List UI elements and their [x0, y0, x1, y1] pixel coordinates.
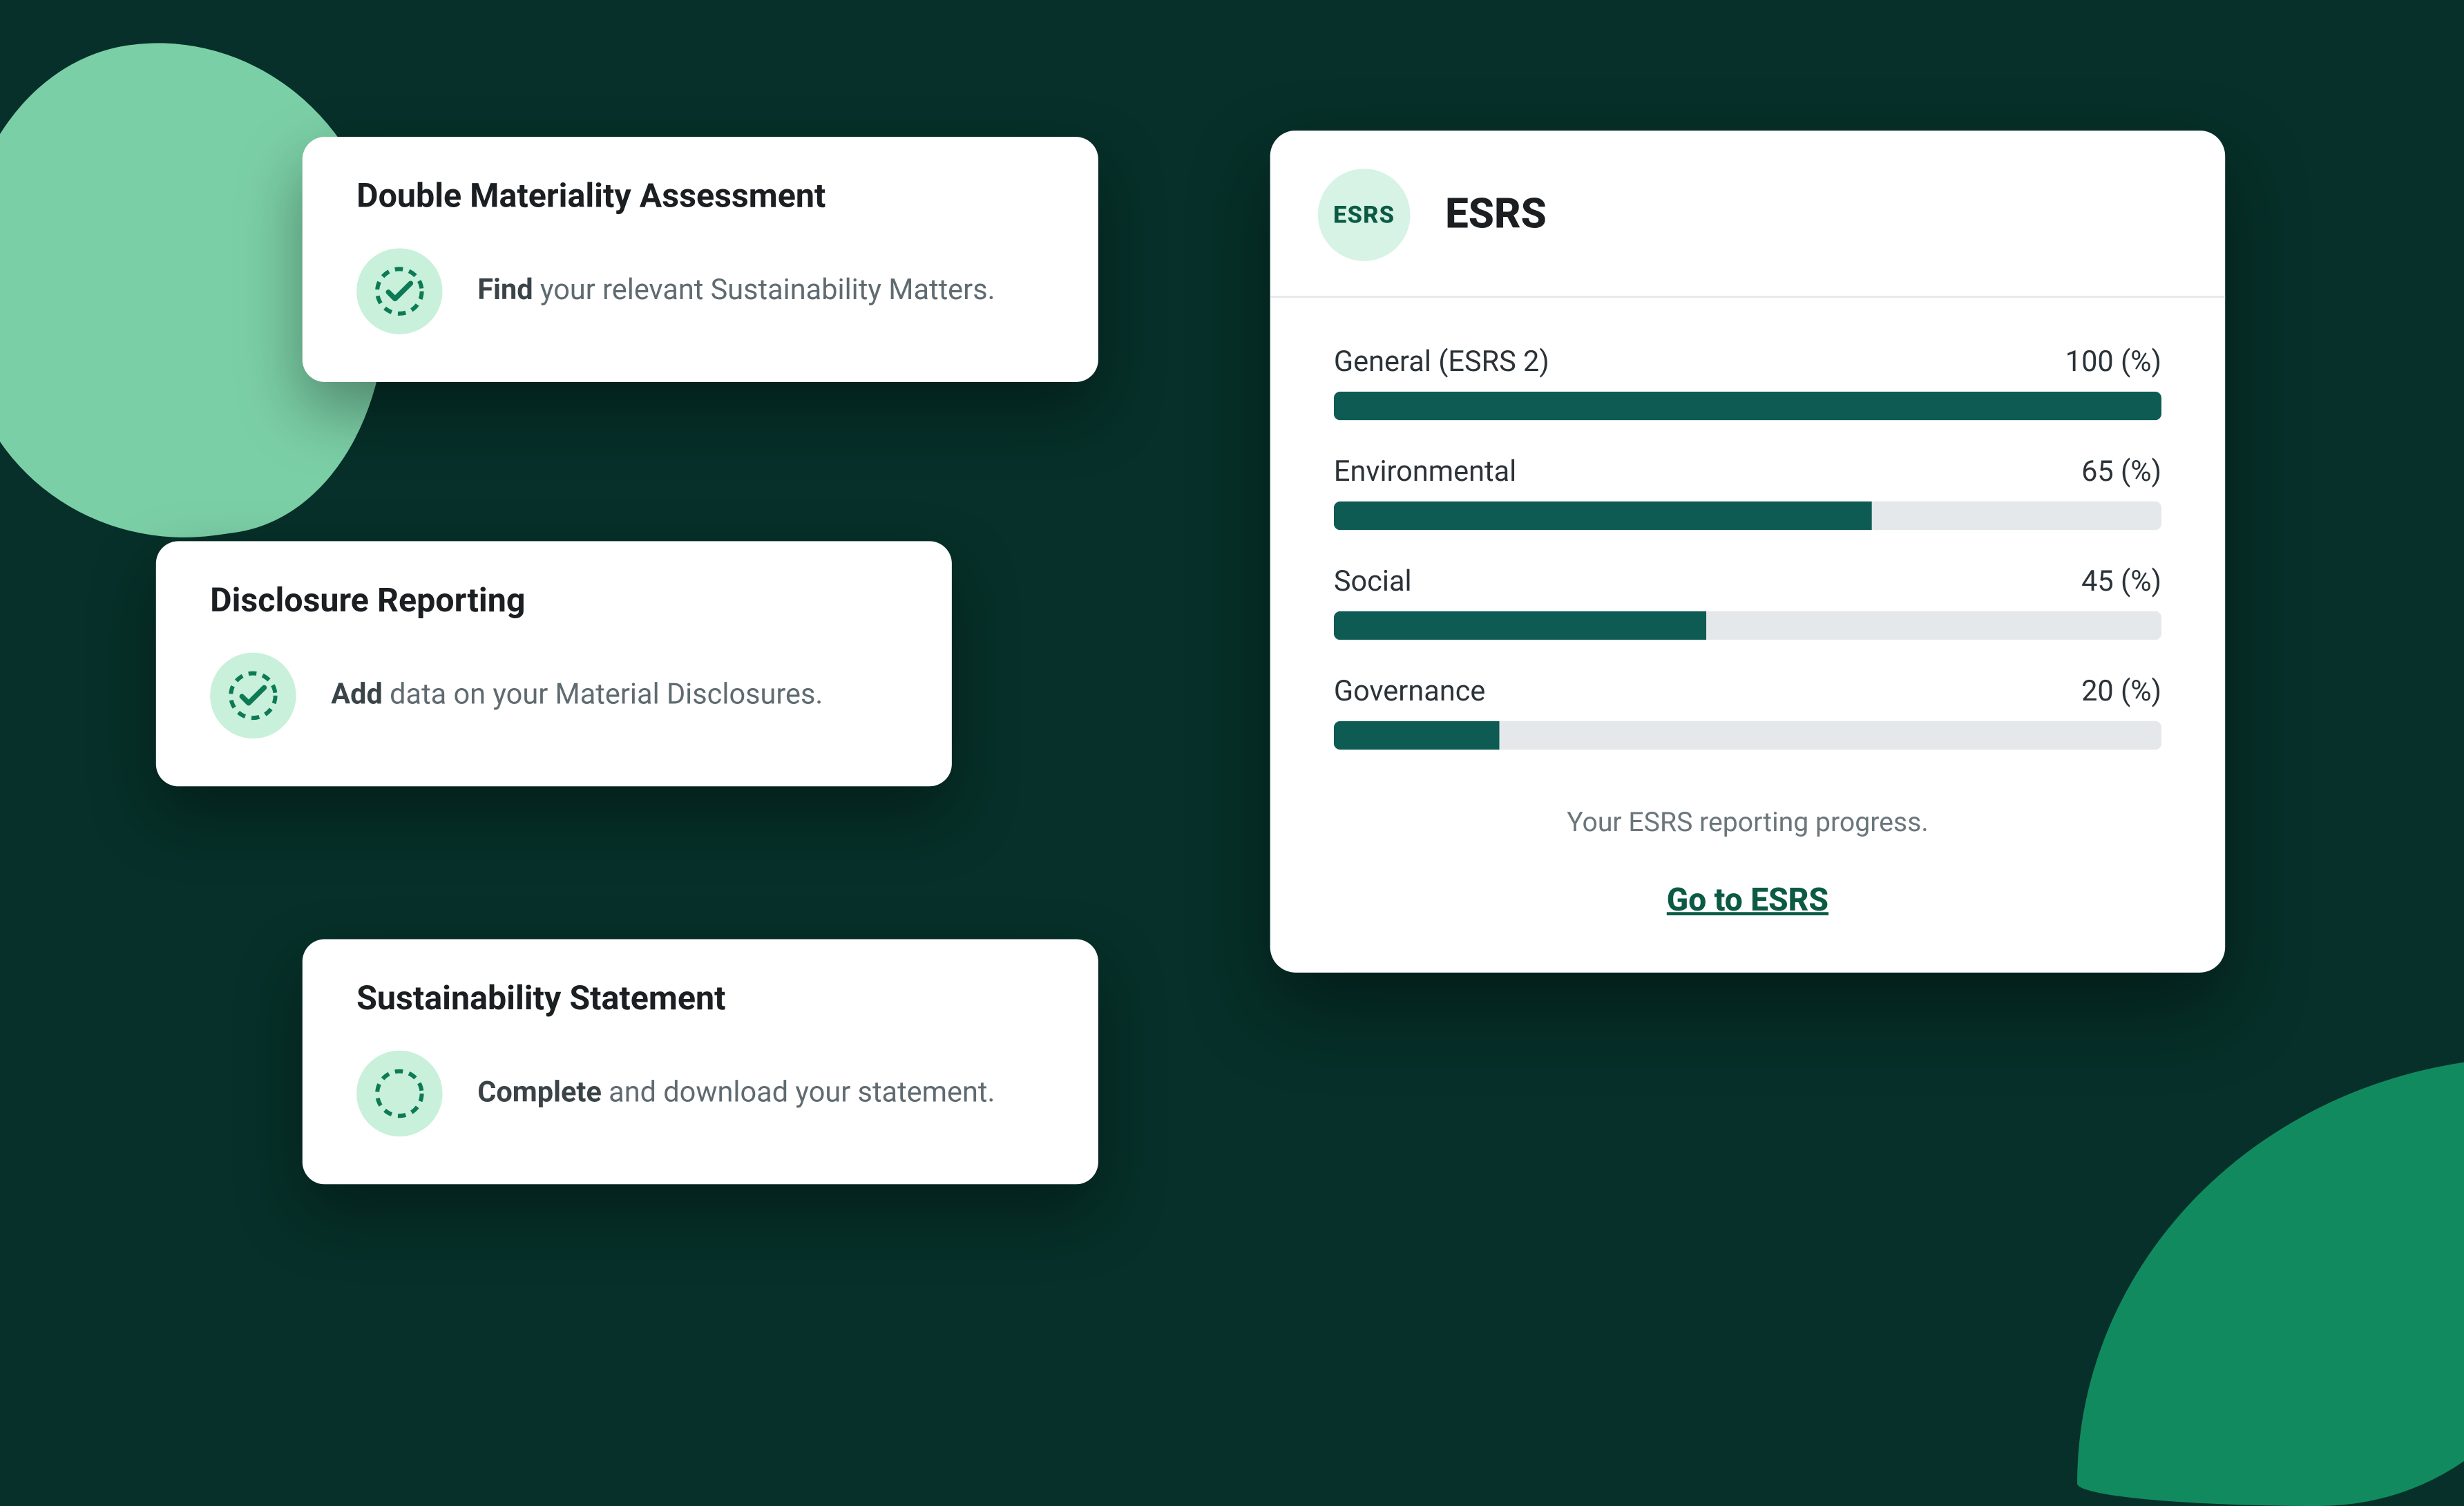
step-title: Sustainability Statement — [356, 980, 1044, 1018]
progress-row: Governance 20 (%) — [1334, 675, 2161, 750]
go-to-esrs-link[interactable]: Go to ESRS — [1270, 880, 2225, 918]
progress-value: 65 (%) — [2081, 455, 2161, 488]
progress-label-row: General (ESRS 2) 100 (%) — [1334, 345, 2161, 379]
progress-row: Environmental 65 (%) — [1334, 455, 2161, 530]
panel-header: ESRS ESRS — [1270, 131, 2225, 298]
progress-value: 20 (%) — [2081, 675, 2161, 708]
step-card-materiality[interactable]: Double Materiality Assessment Find your … — [303, 137, 1098, 382]
progress-label-row: Environmental 65 (%) — [1334, 455, 2161, 488]
progress-row: Social 45 (%) — [1334, 565, 2161, 640]
panel-title: ESRS — [1445, 191, 1547, 238]
step-lead: Add — [331, 678, 383, 711]
step-description: Add data on your Material Disclosures. — [331, 676, 823, 715]
progress-row: General (ESRS 2) 100 (%) — [1334, 345, 2161, 420]
panel-caption: Your ESRS reporting progress. — [1270, 807, 2225, 839]
status-complete-icon — [356, 248, 442, 334]
step-lead: Find — [477, 274, 533, 307]
step-card-statement[interactable]: Sustainability Statement Complete and do… — [303, 939, 1098, 1184]
progress-label-row: Social 45 (%) — [1334, 565, 2161, 598]
stage: Double Materiality Assessment Find your … — [0, 0, 2464, 1382]
esrs-logo-icon: ESRS — [1318, 169, 1411, 261]
step-body: Complete and download your statement. — [356, 1051, 1044, 1136]
status-complete-icon — [210, 653, 296, 738]
progress-value: 100 (%) — [2065, 345, 2161, 379]
step-description: Complete and download your statement. — [477, 1074, 995, 1113]
step-rest: data on your Material Disclosures. — [383, 678, 823, 711]
progress-label: Environmental — [1334, 455, 1516, 488]
progress-bar — [1334, 392, 2161, 420]
progress-label: Governance — [1334, 675, 1486, 708]
step-rest: your relevant Sustainability Matters. — [533, 274, 995, 307]
progress-bar — [1334, 502, 2161, 530]
progress-fill — [1334, 502, 1872, 530]
esrs-panel: ESRS ESRS General (ESRS 2) 100 (%) Environ… — [1270, 131, 2225, 973]
progress-label: General (ESRS 2) — [1334, 345, 1549, 379]
progress-fill — [1334, 392, 2161, 420]
progress-fill — [1334, 611, 1706, 640]
status-pending-icon — [356, 1051, 442, 1136]
progress-label-row: Governance 20 (%) — [1334, 675, 2161, 708]
step-title: Double Materiality Assessment — [356, 178, 1044, 216]
progress-label: Social — [1334, 565, 1412, 598]
step-body: Add data on your Material Disclosures. — [210, 653, 897, 738]
step-body: Find your relevant Sustainability Matter… — [356, 248, 1044, 334]
step-lead: Complete — [477, 1076, 602, 1109]
progress-bar — [1334, 721, 2161, 750]
step-card-disclosure[interactable]: Disclosure Reporting Add data on your Ma… — [156, 541, 952, 786]
step-rest: and download your statement. — [602, 1076, 995, 1109]
step-title: Disclosure Reporting — [210, 582, 897, 620]
progress-bar — [1334, 611, 2161, 640]
step-description: Find your relevant Sustainability Matter… — [477, 272, 995, 311]
progress-value: 45 (%) — [2081, 565, 2161, 598]
progress-list: General (ESRS 2) 100 (%) Environmental 65 (… — [1270, 298, 2225, 794]
progress-fill — [1334, 721, 1500, 750]
